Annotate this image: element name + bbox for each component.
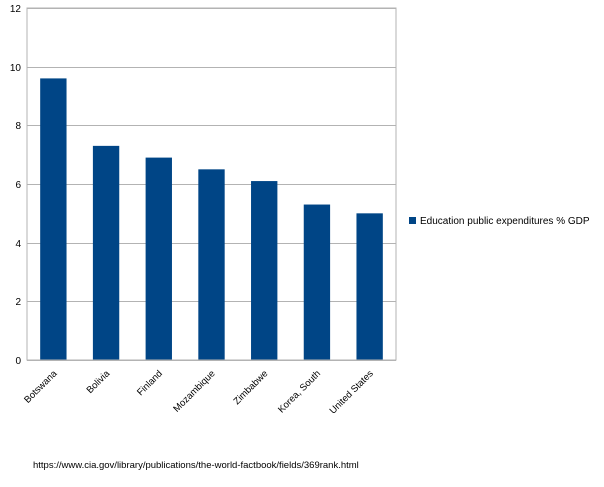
y-tick-label: 4 xyxy=(15,239,21,250)
legend-label: Education public expenditures % GDP xyxy=(420,216,590,227)
legend-swatch xyxy=(409,217,416,224)
bar xyxy=(198,169,225,360)
plot-area-frame xyxy=(26,7,397,361)
x-tick-label: Mozambique xyxy=(171,368,217,414)
bars xyxy=(40,78,383,361)
y-axis-tick-labels: 0 2 4 6 8 10 12 xyxy=(10,4,22,367)
x-tick-label: United States xyxy=(328,368,376,416)
legend: Education public expenditures % GDP xyxy=(409,216,590,227)
bar xyxy=(303,204,331,360)
bar xyxy=(145,157,172,360)
y-tick-label: 10 xyxy=(10,63,22,74)
y-tick-label: 2 xyxy=(15,297,21,308)
x-tick-label: Finland xyxy=(135,368,165,398)
x-tick-label: Botswana xyxy=(22,368,60,406)
x-tick-label: Zimbabwe xyxy=(232,368,271,407)
bar xyxy=(92,145,120,360)
bar xyxy=(356,213,383,360)
bar xyxy=(251,181,278,360)
source-note: https://www.cia.gov/library/publications… xyxy=(33,460,359,471)
y-tick-label: 12 xyxy=(10,4,22,15)
bar xyxy=(40,78,67,361)
y-tick-label: 0 xyxy=(15,356,21,367)
x-tick-label: Korea, South xyxy=(276,368,323,415)
y-tick-label: 8 xyxy=(15,121,21,132)
x-tick-label: Bolivia xyxy=(85,368,113,396)
y-tick-label: 6 xyxy=(15,180,21,191)
x-axis-tick-labels: Botswana Bolivia Finland Mozambique Zimbabwe… xyxy=(22,368,376,417)
